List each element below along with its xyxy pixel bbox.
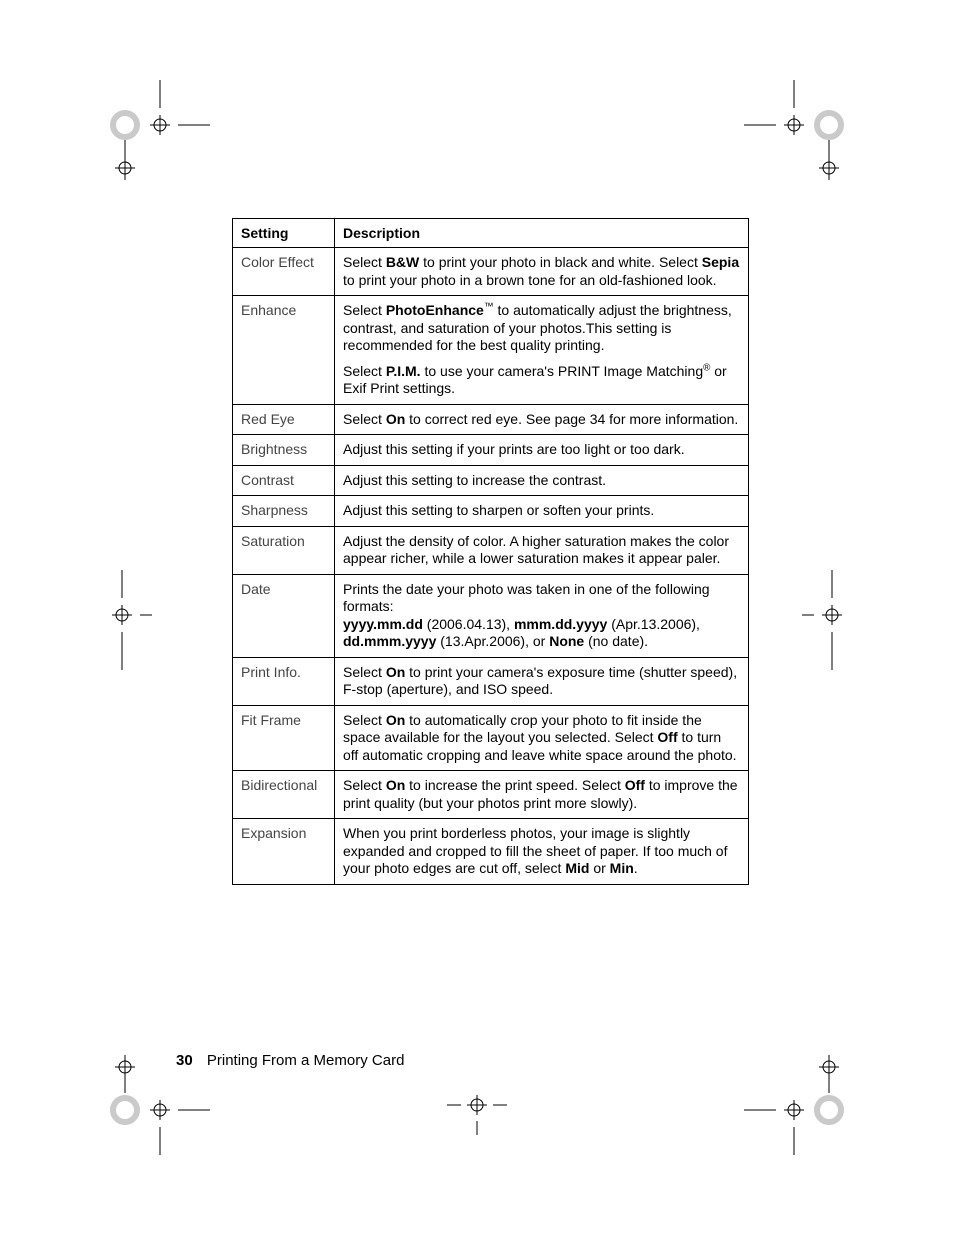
- setting-description-cell: Prints the date your photo was taken in …: [335, 574, 749, 657]
- setting-description-cell: Select B&W to print your photo in black …: [335, 248, 749, 296]
- table-row: Fit FrameSelect On to automatically crop…: [233, 705, 749, 771]
- setting-description-cell: Select On to correct red eye. See page 3…: [335, 404, 749, 435]
- setting-description-cell: Adjust this setting to sharpen or soften…: [335, 496, 749, 527]
- page-number: 30: [176, 1052, 193, 1069]
- setting-name-cell: Enhance: [233, 296, 335, 405]
- crop-mark-mid-right: [802, 570, 862, 670]
- crop-mark-bottom-right: [744, 1055, 884, 1155]
- table-row: SaturationAdjust the density of color. A…: [233, 526, 749, 574]
- setting-description-cell: Adjust this setting to increase the cont…: [335, 465, 749, 496]
- setting-name-cell: Saturation: [233, 526, 335, 574]
- crop-mark-bottom-center: [447, 1075, 507, 1135]
- setting-description-cell: Select PhotoEnhance™ to automatically ad…: [335, 296, 749, 405]
- table-row: EnhanceSelect PhotoEnhance™ to automatic…: [233, 296, 749, 405]
- setting-description-cell: Select On to print your camera's exposur…: [335, 657, 749, 705]
- header-description: Description: [335, 219, 749, 248]
- table-header-row: Setting Description: [233, 219, 749, 248]
- setting-name-cell: Bidirectional: [233, 771, 335, 819]
- header-setting: Setting: [233, 219, 335, 248]
- table-row: BrightnessAdjust this setting if your pr…: [233, 435, 749, 466]
- crop-mark-bottom-left: [70, 1055, 210, 1155]
- setting-description-cell: Select On to automatically crop your pho…: [335, 705, 749, 771]
- footer-section-title: Printing From a Memory Card: [207, 1052, 405, 1069]
- table-row: ExpansionWhen you print borderless photo…: [233, 819, 749, 885]
- setting-description-cell: When you print borderless photos, your i…: [335, 819, 749, 885]
- setting-name-cell: Print Info.: [233, 657, 335, 705]
- setting-name-cell: Contrast: [233, 465, 335, 496]
- setting-name-cell: Brightness: [233, 435, 335, 466]
- setting-description-cell: Select On to increase the print speed. S…: [335, 771, 749, 819]
- setting-name-cell: Expansion: [233, 819, 335, 885]
- table-row: Red EyeSelect On to correct red eye. See…: [233, 404, 749, 435]
- setting-name-cell: Color Effect: [233, 248, 335, 296]
- setting-name-cell: Sharpness: [233, 496, 335, 527]
- settings-table: Setting Description Color EffectSelect B…: [232, 218, 749, 885]
- table-row: Color EffectSelect B&W to print your pho…: [233, 248, 749, 296]
- crop-mark-top-left: [70, 80, 210, 180]
- setting-description-cell: Adjust the density of color. A higher sa…: [335, 526, 749, 574]
- crop-mark-top-right: [744, 80, 884, 180]
- settings-table-container: Setting Description Color EffectSelect B…: [232, 218, 748, 885]
- setting-name-cell: Red Eye: [233, 404, 335, 435]
- setting-description-cell: Adjust this setting if your prints are t…: [335, 435, 749, 466]
- table-row: Print Info.Select On to print your camer…: [233, 657, 749, 705]
- page-footer: 30 Printing From a Memory Card: [176, 1052, 404, 1069]
- crop-mark-mid-left: [92, 570, 152, 670]
- setting-name-cell: Date: [233, 574, 335, 657]
- table-row: BidirectionalSelect On to increase the p…: [233, 771, 749, 819]
- table-row: DatePrints the date your photo was taken…: [233, 574, 749, 657]
- table-row: ContrastAdjust this setting to increase …: [233, 465, 749, 496]
- setting-name-cell: Fit Frame: [233, 705, 335, 771]
- table-row: SharpnessAdjust this setting to sharpen …: [233, 496, 749, 527]
